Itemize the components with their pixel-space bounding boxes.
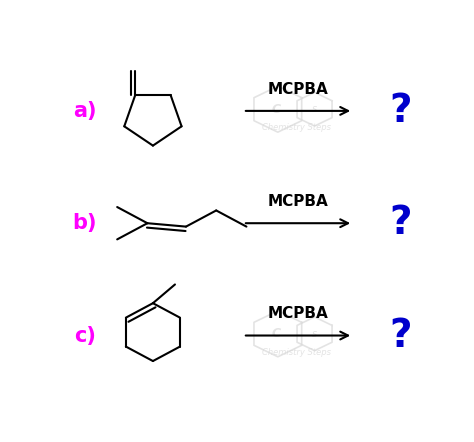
Text: MCPBA: MCPBA — [268, 306, 328, 321]
Text: b): b) — [73, 213, 97, 233]
Text: MCPBA: MCPBA — [268, 194, 328, 209]
Text: Chemistry Steps: Chemistry Steps — [262, 123, 331, 133]
Text: c): c) — [74, 325, 96, 346]
Text: s: s — [312, 329, 317, 339]
Text: C: C — [272, 103, 281, 116]
Text: C: C — [272, 328, 281, 340]
Text: a): a) — [73, 101, 97, 121]
Text: MCPBA: MCPBA — [268, 82, 328, 97]
Text: s: s — [312, 104, 317, 114]
Text: ?: ? — [390, 204, 412, 242]
Text: Chemistry Steps: Chemistry Steps — [262, 348, 331, 357]
Text: ?: ? — [390, 92, 412, 130]
Text: ?: ? — [390, 316, 412, 354]
